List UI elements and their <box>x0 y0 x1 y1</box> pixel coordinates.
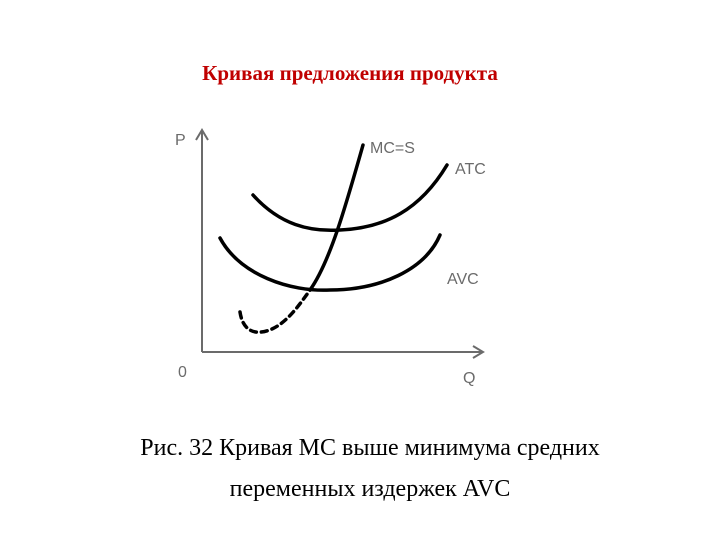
curve-label: ATC <box>455 161 486 178</box>
atc-curve <box>251 163 449 233</box>
x-axis-label: Q <box>463 370 475 387</box>
slide-title: Кривая предложения продукта <box>202 61 498 85</box>
origin-label: 0 <box>178 364 187 381</box>
x-arrow <box>472 345 485 359</box>
caption-line: Рис. 32 Кривая МС выше минимума средних <box>140 435 600 461</box>
mc-curve-dashed <box>238 288 312 334</box>
mc-curve <box>308 143 365 292</box>
y-axis-label: P <box>175 132 186 149</box>
y-arrow <box>195 128 209 141</box>
caption-line: переменных издержек AVC <box>230 476 511 502</box>
curve-label: MC=S <box>370 140 415 157</box>
axes <box>195 128 485 359</box>
avc-curve <box>218 233 442 292</box>
curve-label: AVC <box>447 271 479 288</box>
